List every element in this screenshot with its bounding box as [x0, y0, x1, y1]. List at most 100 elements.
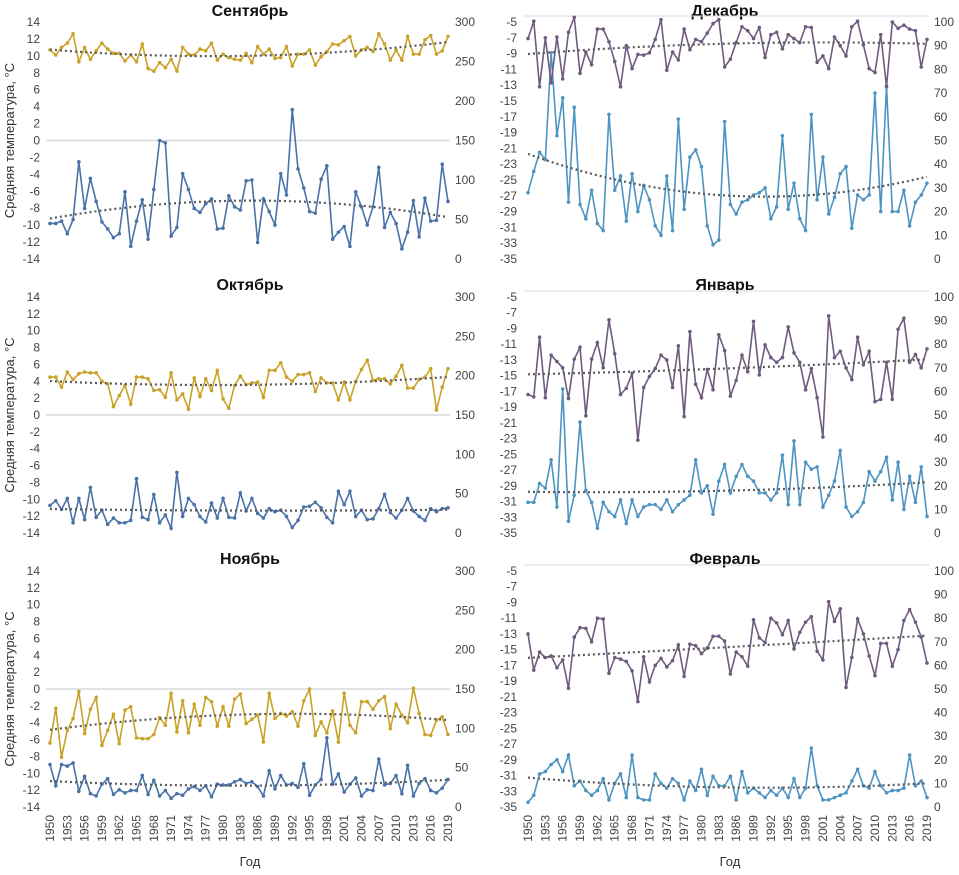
precipitation-point [250, 178, 254, 182]
y-left-tick-label: 12 [27, 307, 41, 321]
precipitation-point [792, 181, 796, 185]
x-tick-label: 1983 [233, 815, 247, 842]
precipitation-point [792, 776, 796, 781]
temperature-point [630, 669, 634, 673]
temperature-point [531, 395, 536, 399]
precipitation-point [809, 112, 814, 117]
y-left-tick-label: -27 [500, 737, 518, 751]
temperature-point [296, 372, 300, 377]
temperature-point [65, 728, 70, 733]
precipitation-point [296, 167, 300, 171]
temperature-point [255, 713, 260, 717]
y-right-tick-label: 60 [934, 110, 948, 124]
temperature-point [740, 654, 744, 659]
x-tick-label: 1965 [608, 815, 622, 842]
temperature-point [589, 62, 594, 67]
temperature-point [711, 388, 715, 392]
temperature-point [572, 15, 577, 20]
temperature-point [140, 736, 145, 741]
precipitation-point [670, 228, 675, 233]
precipitation-point [307, 504, 312, 509]
precipitation-point [867, 786, 871, 790]
precipitation-point [371, 788, 375, 793]
precipitation-point [100, 220, 104, 224]
precipitation-point [134, 788, 139, 793]
y-right-tick-label: 200 [455, 369, 475, 383]
temperature-point [838, 349, 843, 354]
temperature-point [850, 655, 854, 660]
precipitation-point [566, 519, 571, 523]
precipitation-point [537, 481, 542, 486]
precipitation-point [301, 761, 306, 766]
precipitation-point [740, 769, 744, 774]
precipitation-point [526, 190, 530, 195]
precipitation-point [371, 517, 375, 521]
temperature-point [925, 347, 929, 351]
y-left-tick-label: -33 [500, 236, 518, 250]
temperature-point [844, 685, 848, 690]
y-right-tick-label: 300 [455, 290, 475, 304]
precipitation-point [342, 224, 346, 229]
temperature-point [388, 726, 393, 731]
precipitation-point [123, 190, 127, 194]
x-tick-label: 1968 [147, 815, 161, 842]
temperature-point [555, 359, 559, 364]
temperature-point [844, 54, 848, 58]
x-tick-label: 2007 [851, 815, 865, 842]
temperature-point [757, 636, 762, 640]
precipitation-point [111, 792, 116, 797]
y-left-tick-label: -10 [23, 218, 41, 232]
precipitation-point [867, 469, 871, 474]
precipitation-point [595, 788, 600, 793]
y-right-tick-label: 80 [934, 337, 948, 351]
temperature-point [105, 728, 110, 733]
temperature-point [740, 353, 744, 358]
y-left-tick-label: -31 [500, 220, 518, 234]
y-left-tick-label: 4 [33, 100, 40, 114]
precipitation-point [873, 91, 877, 95]
temperature-point [100, 743, 104, 748]
y-left-tick-label: -2 [29, 699, 40, 713]
precipitation-point [595, 526, 600, 531]
precipitation-point [555, 758, 559, 762]
y-right-tick-label: 80 [934, 611, 948, 625]
precipitation-point [313, 211, 318, 215]
precipitation-point [711, 242, 715, 247]
temperature-point [878, 32, 883, 37]
precipitation-point [128, 518, 133, 523]
precipitation-point [244, 178, 248, 183]
temperature-point [688, 642, 692, 646]
precipitation-point [734, 474, 738, 479]
y-left-tick-label: -23 [500, 706, 518, 720]
temperature-point [670, 385, 675, 390]
temperature-point [428, 733, 433, 738]
y-right-tick-label: 40 [934, 157, 948, 171]
precipitation-point [670, 509, 675, 514]
temperature-point [53, 706, 58, 711]
temperature-trendline [527, 634, 928, 659]
temperature-point [71, 716, 75, 721]
precipitation-point [180, 171, 185, 176]
temperature-point [641, 385, 646, 390]
temperature-point [670, 658, 675, 663]
temperature-point [203, 695, 208, 700]
temperature-point [284, 44, 289, 49]
temperature-point [134, 736, 139, 740]
precipitation-point [815, 465, 819, 469]
precipitation-point [152, 492, 156, 497]
precipitation-point [221, 496, 225, 501]
precipitation-point [607, 798, 611, 802]
x-axis-label-left: Год [240, 854, 261, 869]
precipitation-point [105, 522, 110, 527]
precipitation-point [134, 219, 139, 223]
precipitation-point [705, 484, 710, 488]
precipitation-point [152, 778, 156, 783]
temperature-point [117, 741, 122, 746]
temperature-line [50, 358, 449, 413]
temperature-point [717, 17, 721, 22]
precipitation-point [896, 788, 900, 793]
precipitation-point [850, 226, 854, 230]
temperature-point [676, 58, 681, 62]
precipitation-point [740, 200, 744, 204]
y-left-tick-label: 0 [33, 134, 40, 148]
